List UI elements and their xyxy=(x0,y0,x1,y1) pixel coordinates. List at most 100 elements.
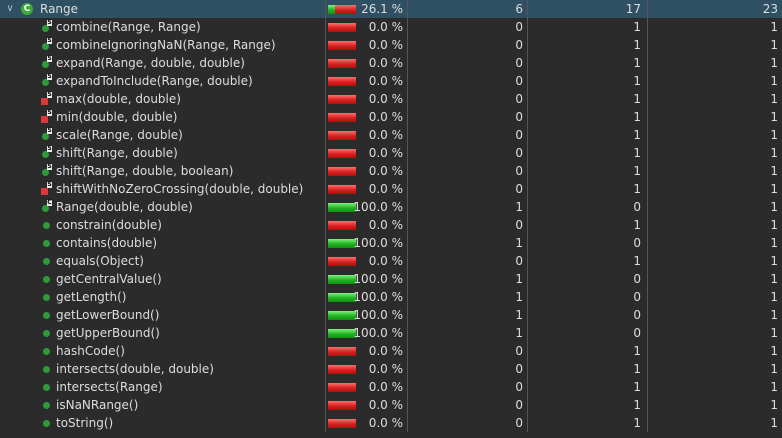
missed-count: 1 xyxy=(527,126,647,144)
class-row-range[interactable]: ∨ C Range 26.1 % 6 17 23 xyxy=(0,0,782,18)
element-cell: C Range(double, double) xyxy=(0,198,325,216)
missed-count: 1 xyxy=(527,36,647,54)
coverage-percent: 0.0 % xyxy=(368,74,403,88)
missed-count: 1 xyxy=(527,396,647,414)
method-name: hashCode() xyxy=(56,344,125,358)
method-row[interactable]: hashCode() 0.0 % 0 1 1 xyxy=(0,342,782,360)
coverage-bar xyxy=(328,311,356,320)
missed-count: 0 xyxy=(527,306,647,324)
coverage-percent: 0.0 % xyxy=(368,380,403,394)
method-row[interactable]: contains(double) 100.0 % 1 0 1 xyxy=(0,234,782,252)
missed-count: 1 xyxy=(527,216,647,234)
coverage-bar xyxy=(328,239,356,248)
covered-count: 0 xyxy=(407,144,527,162)
method-row[interactable]: constrain(double) 0.0 % 0 1 1 xyxy=(0,216,782,234)
coverage-bar-fill xyxy=(328,311,356,320)
public-method-icon xyxy=(40,234,54,252)
coverage-cell: 0.0 % xyxy=(325,90,407,108)
coverage-bar xyxy=(328,59,356,68)
method-row[interactable]: C Range(double, double) 100.0 % 1 0 1 xyxy=(0,198,782,216)
covered-count: 1 xyxy=(407,234,527,252)
coverage-bar xyxy=(328,167,356,176)
coverage-bar-fill xyxy=(328,203,356,212)
coverage-bar xyxy=(328,275,356,284)
coverage-percent: 0.0 % xyxy=(368,20,403,34)
total-count: 1 xyxy=(647,180,782,198)
coverage-cell: 0.0 % xyxy=(325,162,407,180)
method-name: intersects(Range) xyxy=(56,380,163,394)
element-cell: equals(Object) xyxy=(0,252,325,270)
coverage-cell: 100.0 % xyxy=(325,270,407,288)
public-method-icon xyxy=(40,324,54,342)
coverage-percent: 100.0 % xyxy=(353,200,403,214)
covered-count: 0 xyxy=(407,36,527,54)
total-count: 1 xyxy=(647,108,782,126)
missed-count: 1 xyxy=(527,90,647,108)
total-count: 1 xyxy=(647,126,782,144)
covered-count: 0 xyxy=(407,414,527,432)
method-name: intersects(double, double) xyxy=(56,362,214,376)
total-count: 1 xyxy=(647,288,782,306)
missed-count: 0 xyxy=(527,198,647,216)
covered-count: 1 xyxy=(407,288,527,306)
coverage-bar xyxy=(328,221,356,230)
total-count: 1 xyxy=(647,378,782,396)
method-name: shift(Range, double, boolean) xyxy=(56,164,234,178)
coverage-percent: 0.0 % xyxy=(368,344,403,358)
coverage-cell: 0.0 % xyxy=(325,54,407,72)
coverage-cell: 0.0 % xyxy=(325,396,407,414)
missed-count: 1 xyxy=(527,378,647,396)
coverage-percent: 0.0 % xyxy=(368,182,403,196)
missed-count: 1 xyxy=(527,180,647,198)
coverage-cell: 0.0 % xyxy=(325,36,407,54)
coverage-bar-fill xyxy=(328,329,356,338)
coverage-cell: 0.0 % xyxy=(325,252,407,270)
class-icon: C xyxy=(21,3,33,15)
total-count: 1 xyxy=(647,252,782,270)
method-name: expandToInclude(Range, double) xyxy=(56,74,253,88)
chevron-down-icon[interactable]: ∨ xyxy=(6,3,14,14)
missed-count: 1 xyxy=(527,72,647,90)
covered-count: 0 xyxy=(407,54,527,72)
method-row[interactable]: intersects(double, double) 0.0 % 0 1 1 xyxy=(0,360,782,378)
coverage-bar xyxy=(328,419,356,428)
coverage-percent: 0.0 % xyxy=(368,38,403,52)
coverage-bar xyxy=(328,329,356,338)
coverage-bar xyxy=(328,257,356,266)
covered-count: 1 xyxy=(407,198,527,216)
missed-count: 1 xyxy=(527,162,647,180)
coverage-percent: 0.0 % xyxy=(368,362,403,376)
method-name: getCentralValue() xyxy=(56,272,162,286)
coverage-cell: 0.0 % xyxy=(325,180,407,198)
method-row[interactable]: getCentralValue() 100.0 % 1 0 1 xyxy=(0,270,782,288)
method-row[interactable]: getUpperBound() 100.0 % 1 0 1 xyxy=(0,324,782,342)
element-cell: getCentralValue() xyxy=(0,270,325,288)
coverage-percent: 100.0 % xyxy=(353,290,403,304)
method-row[interactable]: toString() 0.0 % 0 1 1 xyxy=(0,414,782,432)
method-row[interactable]: getLowerBound() 100.0 % 1 0 1 xyxy=(0,306,782,324)
total-count: 1 xyxy=(647,324,782,342)
total-count: 1 xyxy=(647,270,782,288)
coverage-percent: 26.1 % xyxy=(361,2,403,16)
method-row[interactable]: isNaNRange() 0.0 % 0 1 1 xyxy=(0,396,782,414)
element-cell: hashCode() xyxy=(0,342,325,360)
method-row[interactable]: intersects(Range) 0.0 % 0 1 1 xyxy=(0,378,782,396)
total-count: 1 xyxy=(647,306,782,324)
method-row[interactable]: getLength() 100.0 % 1 0 1 xyxy=(0,288,782,306)
method-row[interactable]: equals(Object) 0.0 % 0 1 1 xyxy=(0,252,782,270)
